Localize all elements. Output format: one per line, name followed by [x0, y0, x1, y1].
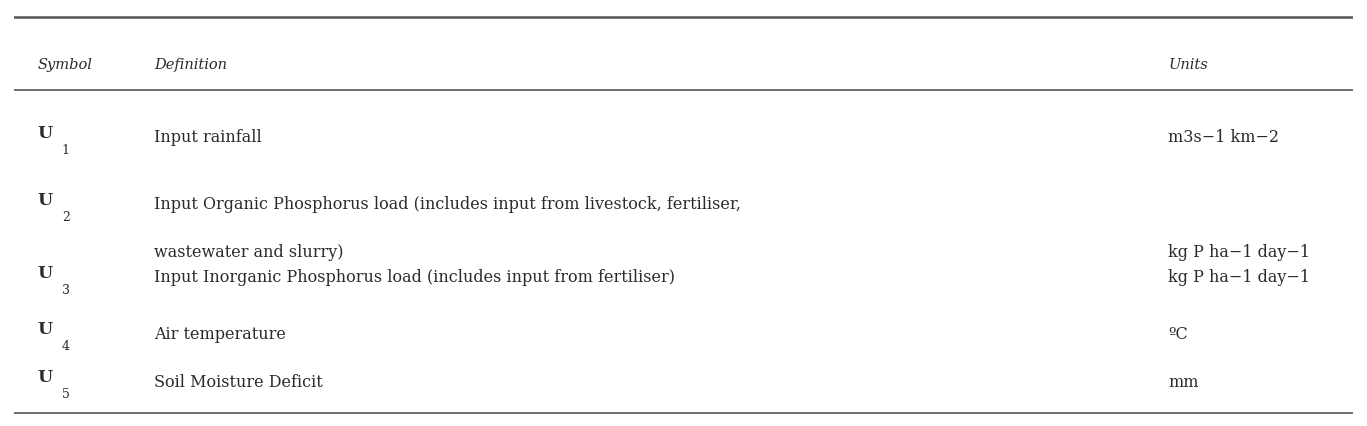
Text: Input rainfall: Input rainfall	[154, 130, 262, 147]
Text: U: U	[38, 265, 53, 282]
Text: kg P ha−1 day−1: kg P ha−1 day−1	[1169, 244, 1311, 261]
Text: U: U	[38, 369, 53, 386]
Text: m3s−1 km−2: m3s−1 km−2	[1169, 130, 1280, 147]
Text: U: U	[38, 321, 53, 338]
Text: 1: 1	[62, 144, 70, 157]
Text: mm: mm	[1169, 374, 1199, 391]
Text: Soil Moisture Deficit: Soil Moisture Deficit	[154, 374, 323, 391]
Text: 3: 3	[62, 284, 70, 296]
Text: Input Inorganic Phosphorus load (includes input from fertiliser): Input Inorganic Phosphorus load (include…	[154, 269, 675, 286]
Text: Definition: Definition	[154, 58, 227, 72]
Text: 5: 5	[62, 388, 70, 401]
Text: Air temperature: Air temperature	[154, 325, 286, 343]
Text: wastewater and slurry): wastewater and slurry)	[154, 244, 344, 261]
Text: 2: 2	[62, 210, 70, 224]
Text: Symbol: Symbol	[38, 58, 93, 72]
Text: kg P ha−1 day−1: kg P ha−1 day−1	[1169, 269, 1311, 286]
Text: U: U	[38, 192, 53, 209]
Text: U: U	[38, 125, 53, 142]
Text: Input Organic Phosphorus load (includes input from livestock, fertiliser,: Input Organic Phosphorus load (includes …	[154, 196, 741, 213]
Text: Units: Units	[1169, 58, 1208, 72]
Text: ºC: ºC	[1169, 325, 1188, 343]
Text: 4: 4	[62, 340, 70, 353]
